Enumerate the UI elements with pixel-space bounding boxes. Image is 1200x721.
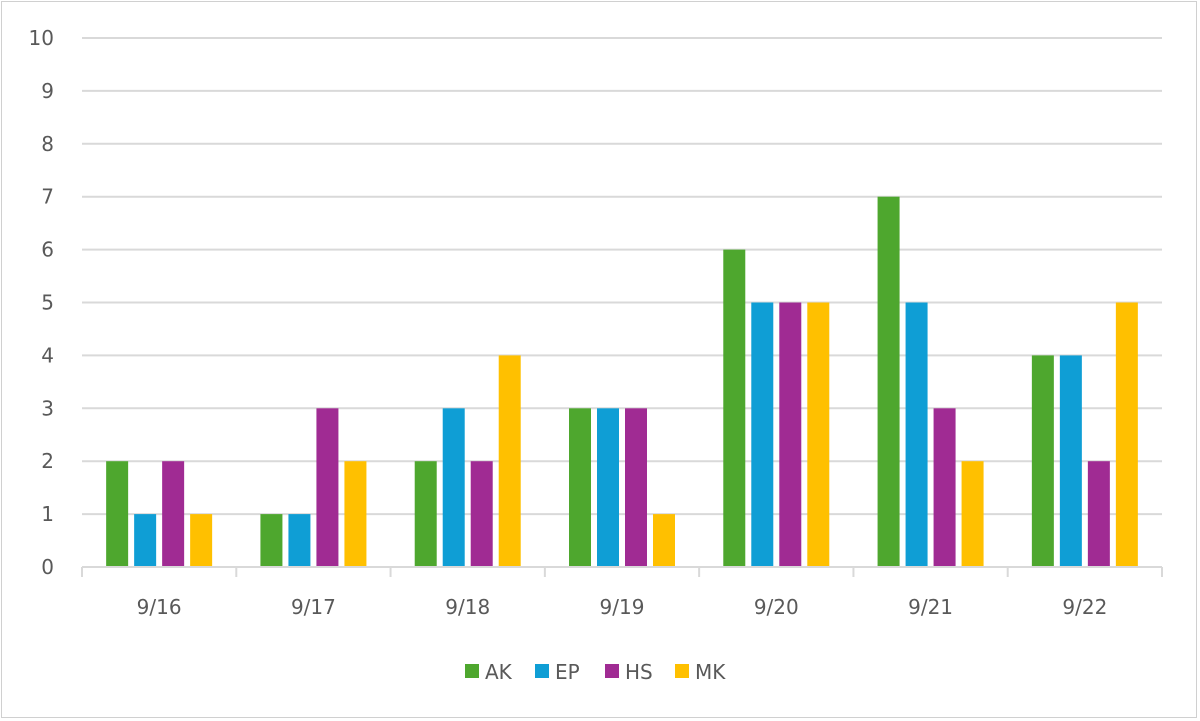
bar-hs-9-20 xyxy=(779,302,802,567)
y-tick-label: 10 xyxy=(29,26,54,50)
legend-item-ak: AK xyxy=(465,660,513,684)
legend-swatch xyxy=(535,664,549,678)
bar-ep-9-20 xyxy=(751,302,774,567)
bar-hs-9-18 xyxy=(470,461,493,567)
bar-mk-9-22 xyxy=(1115,302,1138,567)
bar-hs-9-17 xyxy=(316,408,339,567)
bar-ep-9-19 xyxy=(597,408,619,567)
bar-ak-9-19 xyxy=(569,408,591,567)
legend-swatch xyxy=(605,664,619,678)
bar-ak-9-20 xyxy=(723,249,746,567)
legend-item-ep: EP xyxy=(535,660,580,684)
legend-item-mk: MK xyxy=(675,660,726,684)
gridlines xyxy=(82,37,1162,516)
bar-hs-9-21 xyxy=(933,408,956,567)
y-tick-label: 5 xyxy=(41,291,54,315)
bar-ep-9-22 xyxy=(1059,355,1082,567)
bar-ak-9-17 xyxy=(260,514,283,567)
x-tick-label: 9/17 xyxy=(291,595,336,619)
bar-hs-9-22 xyxy=(1087,461,1110,567)
y-tick-label: 0 xyxy=(41,555,54,579)
y-tick-label: 3 xyxy=(41,396,54,420)
bar-ep-9-16 xyxy=(134,514,157,567)
y-axis-tick-labels: 0 1 2 3 4 5 6 7 8 9 10 xyxy=(29,26,54,579)
x-tick-label: 9/20 xyxy=(754,595,799,619)
legend-label: MK xyxy=(695,660,726,684)
legend-item-hs: HS xyxy=(605,660,653,684)
x-tick-label: 9/19 xyxy=(600,595,645,619)
y-tick-label: 1 xyxy=(41,502,54,526)
x-tick-label: 9/18 xyxy=(445,595,490,619)
bar-ak-9-16 xyxy=(106,461,129,567)
bar-mk-9-18 xyxy=(498,355,521,567)
bar-ep-9-17 xyxy=(288,514,311,567)
y-tick-label: 8 xyxy=(41,132,54,156)
x-tick-label: 9/22 xyxy=(1062,595,1107,619)
legend-swatch xyxy=(465,664,479,678)
bar-mk-9-20 xyxy=(807,302,830,567)
legend: AK EP HS MK xyxy=(465,660,726,684)
bars xyxy=(106,196,1138,567)
y-tick-label: 4 xyxy=(41,343,54,367)
x-tick-label: 9/16 xyxy=(137,595,182,619)
x-tick-label: 9/21 xyxy=(908,595,953,619)
legend-label: HS xyxy=(625,660,653,684)
y-tick-label: 6 xyxy=(41,238,54,262)
y-tick-label: 9 xyxy=(41,79,54,103)
legend-label: AK xyxy=(485,660,513,684)
x-axis-tick-labels: 9/16 9/17 9/18 9/19 9/20 9/21 9/22 xyxy=(137,595,1108,619)
bar-ak-9-22 xyxy=(1031,355,1054,567)
bar-ep-9-21 xyxy=(905,302,928,567)
legend-label: EP xyxy=(555,660,580,684)
bar-mk-9-21 xyxy=(961,461,984,567)
bar-mk-9-17 xyxy=(344,461,367,567)
y-tick-label: 2 xyxy=(41,449,54,473)
bar-hs-9-19 xyxy=(625,408,647,567)
y-tick-label: 7 xyxy=(41,185,54,209)
bar-hs-9-16 xyxy=(162,461,185,567)
bar-ak-9-18 xyxy=(414,461,437,567)
legend-swatch xyxy=(675,664,689,678)
bar-mk-9-19 xyxy=(653,514,675,567)
x-axis xyxy=(81,566,1163,577)
bar-mk-9-16 xyxy=(190,514,213,567)
bar-ak-9-21 xyxy=(877,196,900,567)
bar-ep-9-18 xyxy=(442,408,465,567)
